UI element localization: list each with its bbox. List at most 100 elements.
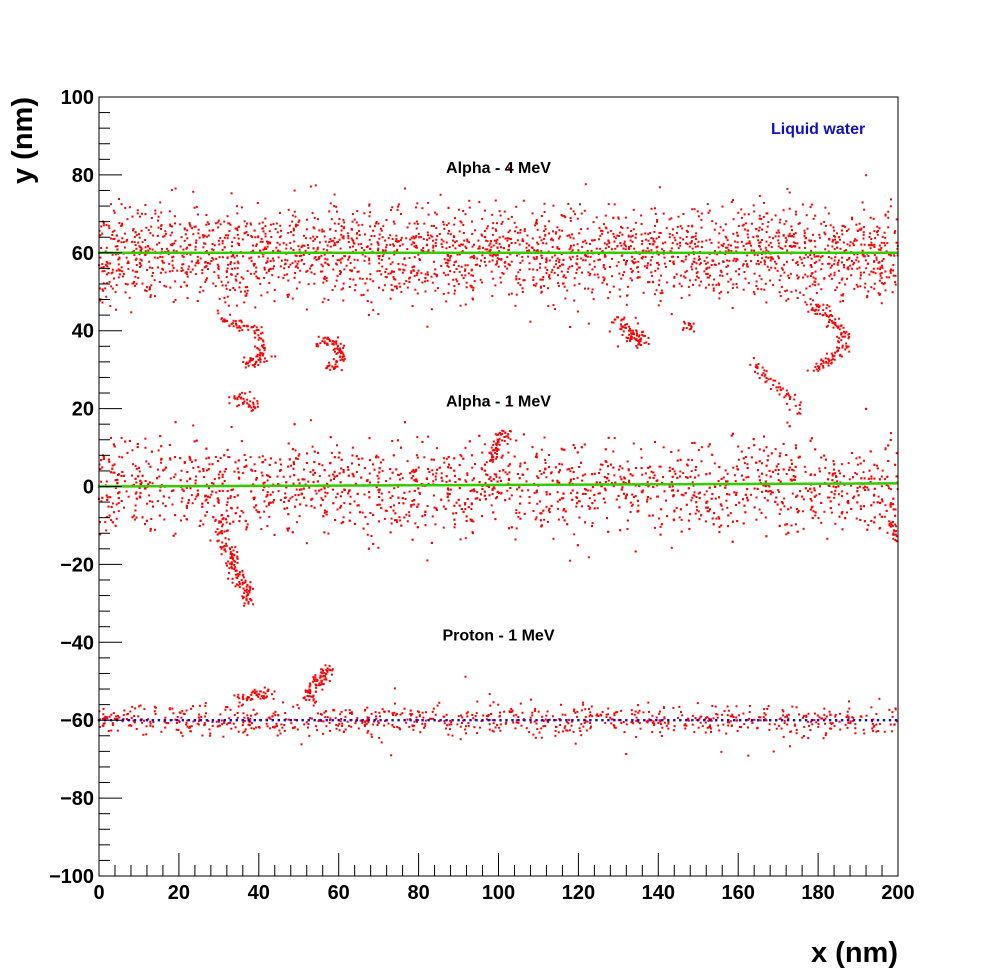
secondary-electron-point — [314, 238, 316, 241]
secondary-electron-point — [214, 518, 217, 521]
secondary-electron-point — [692, 235, 695, 238]
secondary-electron-point — [99, 299, 102, 302]
secondary-electron-point — [856, 253, 859, 256]
secondary-electron-point — [329, 202, 332, 205]
secondary-electron-point — [406, 286, 409, 289]
secondary-electron-point — [673, 275, 676, 278]
secondary-electron-point — [658, 279, 661, 282]
secondary-electron-point — [460, 265, 463, 268]
secondary-electron-point — [682, 238, 685, 241]
primary-track-point — [380, 251, 383, 254]
secondary-electron-point — [382, 289, 385, 292]
secondary-electron-point — [709, 274, 711, 277]
secondary-electron-point — [531, 212, 534, 215]
primary-track-point — [854, 251, 857, 254]
primary-track-point — [166, 251, 169, 254]
secondary-electron-point — [262, 230, 265, 233]
primary-track-point — [349, 251, 352, 254]
primary-track-point — [531, 251, 534, 254]
secondary-electron-point — [537, 243, 540, 246]
secondary-electron-point — [273, 300, 276, 303]
secondary-electron-point — [599, 229, 602, 232]
secondary-electron-point — [368, 259, 371, 262]
secondary-electron-point — [183, 239, 186, 242]
primary-track-point — [553, 251, 556, 254]
primary-track-point — [841, 251, 845, 254]
secondary-electron-point — [157, 215, 160, 218]
secondary-electron-point — [843, 250, 846, 252]
secondary-electron-point — [242, 397, 245, 400]
secondary-electron-point — [132, 228, 135, 230]
secondary-electron-point — [557, 282, 560, 285]
secondary-electron-point — [368, 204, 371, 207]
secondary-electron-point — [688, 245, 691, 248]
secondary-electron-point — [253, 406, 256, 409]
secondary-electron-point — [108, 280, 111, 283]
primary-track-point — [577, 251, 580, 254]
secondary-electron-point — [241, 391, 244, 394]
primary-track-point — [360, 251, 364, 254]
secondary-electron-point — [364, 282, 367, 285]
secondary-electron-point — [99, 234, 102, 237]
secondary-electron-point — [241, 238, 244, 241]
secondary-electron-point — [758, 241, 761, 244]
secondary-electron-point — [333, 205, 336, 208]
primary-track-point — [753, 251, 756, 254]
secondary-electron-point — [863, 286, 866, 289]
secondary-electron-point — [197, 213, 199, 216]
secondary-electron-point — [766, 265, 769, 268]
secondary-electron-point — [695, 238, 698, 241]
secondary-electron-point — [279, 265, 282, 268]
secondary-electron-point — [101, 263, 104, 266]
secondary-electron-point — [870, 286, 873, 289]
secondary-electron-point — [213, 478, 216, 480]
secondary-electron-point — [332, 488, 334, 491]
secondary-electron-point — [110, 272, 113, 275]
secondary-electron-point — [839, 247, 842, 250]
secondary-electron-point — [681, 328, 684, 331]
primary-track-point — [492, 251, 495, 254]
secondary-electron-point — [787, 298, 790, 301]
secondary-electron-point — [779, 386, 782, 389]
primary-track-point — [634, 251, 638, 254]
secondary-electron-point — [257, 358, 260, 361]
secondary-electron-point — [516, 231, 519, 234]
primary-track-point — [146, 251, 150, 254]
secondary-electron-point — [878, 227, 881, 230]
secondary-electron-point — [158, 241, 161, 244]
secondary-electron-point — [405, 280, 408, 282]
secondary-electron-point — [107, 224, 110, 227]
secondary-electron-point — [105, 480, 108, 483]
secondary-electron-point — [834, 322, 837, 324]
secondary-electron-point — [847, 268, 850, 271]
secondary-electron-point — [584, 239, 587, 242]
primary-track-point — [202, 251, 206, 254]
secondary-electron-point — [644, 238, 647, 241]
secondary-electron-point — [251, 469, 254, 472]
secondary-electron-point — [764, 282, 767, 285]
secondary-electron-point — [485, 461, 488, 464]
secondary-electron-point — [335, 205, 338, 208]
secondary-electron-point — [117, 239, 120, 242]
secondary-electron-point — [888, 253, 890, 256]
secondary-electron-point — [693, 208, 696, 211]
secondary-electron-point — [842, 299, 844, 302]
secondary-electron-point — [735, 504, 737, 506]
secondary-electron-point — [548, 274, 551, 277]
secondary-electron-point — [522, 199, 525, 202]
secondary-electron-point — [171, 264, 174, 267]
primary-track-point — [157, 251, 161, 254]
secondary-electron-point — [687, 324, 690, 327]
secondary-electron-point — [225, 287, 228, 290]
secondary-electron-point — [310, 265, 313, 267]
secondary-electron-point — [243, 301, 246, 304]
secondary-electron-point — [547, 287, 549, 290]
secondary-electron-point — [198, 236, 201, 239]
secondary-electron-point — [642, 291, 645, 294]
secondary-electron-point — [609, 229, 612, 232]
secondary-electron-point — [393, 253, 396, 256]
secondary-electron-point — [887, 210, 890, 213]
secondary-electron-point — [277, 256, 280, 259]
primary-track-point — [230, 251, 233, 254]
primary-track-point — [227, 251, 231, 254]
